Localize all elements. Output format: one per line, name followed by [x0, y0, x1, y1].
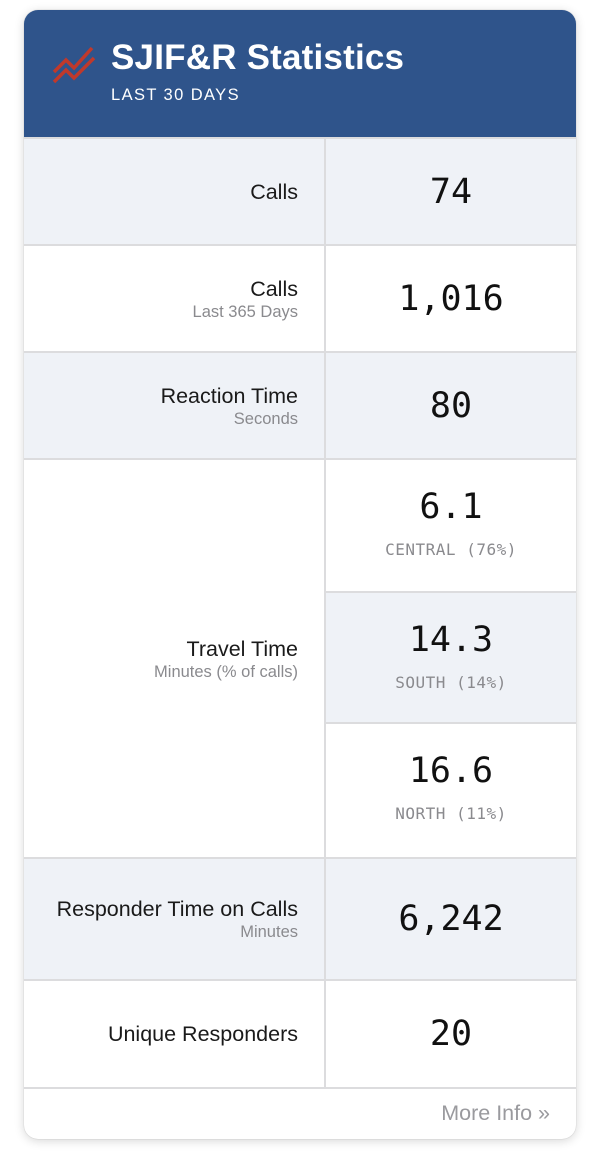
travel-region-caption: SOUTH (14%) [395, 673, 507, 692]
row-value: 80 [429, 385, 473, 426]
row-sublabel: Minutes [240, 923, 298, 941]
travel-region-caption: NORTH (11%) [395, 804, 507, 823]
card-header: SJIF&R Statistics LAST 30 DAYS [24, 10, 576, 137]
row-value: 20 [429, 1014, 473, 1054]
row-travel-time: Travel Time Minutes (% of calls) 6.1 CEN… [24, 458, 576, 858]
more-info-link[interactable]: More Info » [441, 1101, 550, 1125]
card-subtitle: LAST 30 DAYS [111, 86, 240, 104]
row-label: Calls [250, 276, 298, 301]
row-reaction-time: Reaction Time Seconds 80 [24, 351, 576, 459]
travel-south: 14.3 SOUTH (14%) [326, 591, 576, 722]
row-value: 1,016 [398, 278, 504, 319]
row-unique-responders: Unique Responders 20 [24, 979, 576, 1087]
row-label: Unique Responders [107, 1022, 298, 1046]
row-value: 6,242 [398, 899, 504, 939]
row-sublabel: Last 365 Days [192, 302, 298, 321]
row-label: Responder Time on Calls [56, 897, 298, 921]
row-sublabel: Seconds [233, 409, 298, 428]
card-title: SJIF&R Statistics [111, 38, 405, 77]
stats-table: Calls 74 Calls Last 365 Days 1,016 React… [24, 137, 576, 1087]
row-label: Travel Time [186, 636, 299, 661]
row-value: 74 [429, 171, 473, 212]
travel-central: 6.1 CENTRAL (76%) [326, 460, 576, 591]
travel-value: 14.3 [408, 620, 494, 660]
travel-value: 6.1 [419, 487, 483, 527]
row-label: Calls [250, 179, 298, 204]
travel-region-caption: CENTRAL (76%) [385, 540, 517, 559]
row-calls-year: Calls Last 365 Days 1,016 [24, 244, 576, 352]
trend-zigzag-icon [52, 46, 96, 84]
row-calls: Calls 74 [24, 137, 576, 245]
stats-card: SJIF&R Statistics LAST 30 DAYS Calls 74 … [24, 10, 576, 1139]
row-sublabel: Minutes (% of calls) [154, 662, 298, 681]
card-footer: More Info » [24, 1087, 576, 1139]
travel-north: 16.6 NORTH (11%) [326, 722, 576, 853]
row-label: Reaction Time [160, 383, 298, 408]
row-responder-time: Responder Time on Calls Minutes 6,242 [24, 857, 576, 980]
travel-value: 16.6 [408, 751, 494, 791]
